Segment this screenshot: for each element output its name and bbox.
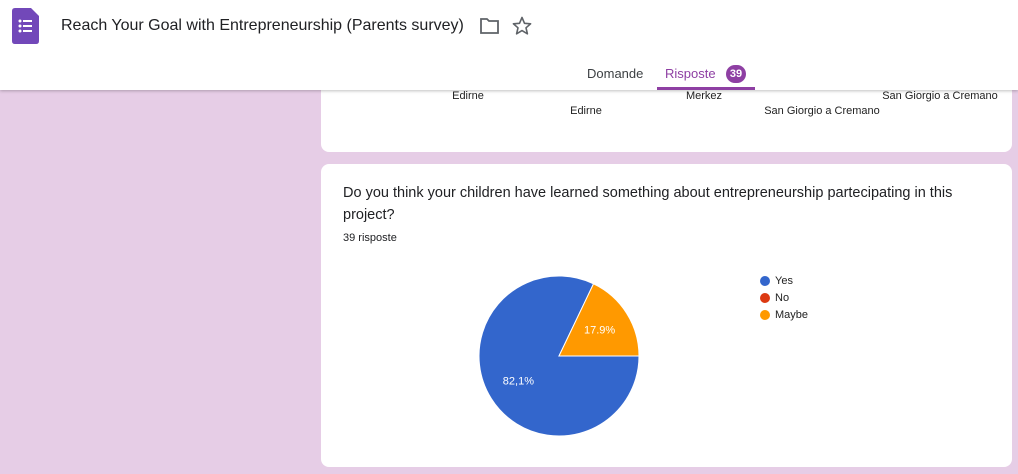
axis-label: Edirne [452, 90, 484, 102]
legend-swatch [760, 276, 770, 286]
header: Reach Your Goal with Entrepreneurship (P… [0, 0, 1018, 90]
axis-label: Edirne [570, 105, 602, 117]
pie-slice [558, 283, 640, 357]
legend-label: Maybe [775, 309, 808, 321]
legend-swatch [760, 310, 770, 320]
axis-label: San Giorgio a Cremano [764, 105, 880, 117]
axis-label: San Giorgio a Cremano [882, 90, 998, 102]
tab-active[interactable]: Risposte [665, 66, 716, 81]
folder-icon[interactable] [480, 17, 500, 35]
axis-label: Merkez [685, 90, 723, 102]
tab[interactable]: Domande [587, 66, 644, 81]
chart-subtitle: 39 risposte [343, 232, 397, 244]
legend-swatch [760, 293, 770, 303]
legend-label: No [775, 292, 789, 304]
forms-icon[interactable] [12, 8, 40, 44]
slice-label: 17.9% [584, 324, 615, 336]
responses-badge: 39 [726, 65, 746, 83]
slice-label: 82,1% [503, 375, 534, 387]
legend-label: Yes [775, 275, 793, 287]
question-card [321, 164, 1012, 467]
tab-underline [657, 87, 755, 90]
form-title: Reach Your Goal with Entrepreneurship (P… [61, 17, 464, 34]
star-icon[interactable] [512, 16, 532, 36]
chart-title: Do you think your children have learned … [343, 185, 953, 223]
